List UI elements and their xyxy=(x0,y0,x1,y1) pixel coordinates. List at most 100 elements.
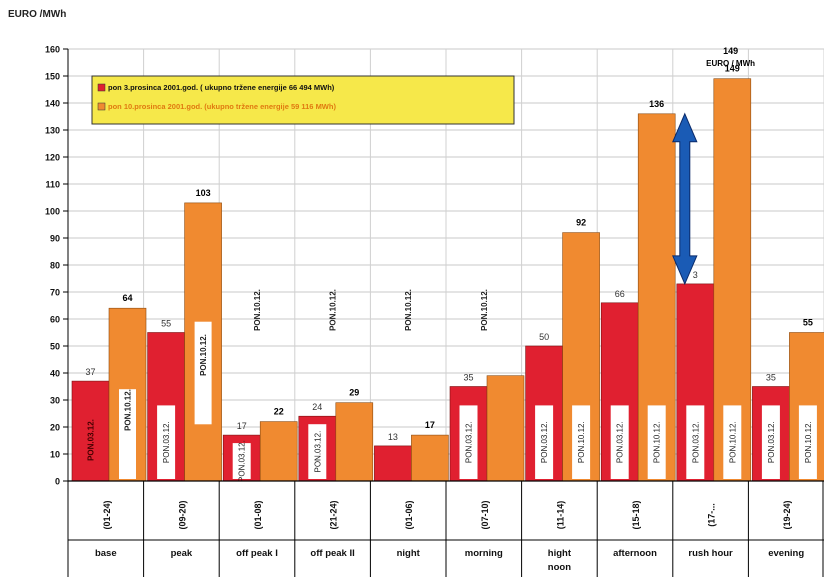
category-range-label: (01-24) xyxy=(102,500,112,529)
category-range-label: (09-20) xyxy=(177,500,187,529)
data-label-series2: 136 xyxy=(649,99,664,109)
category-range-label: (07-10) xyxy=(480,500,490,529)
bar-inner-label: PON.03.12. xyxy=(540,421,549,463)
category-range-label: (17-... xyxy=(707,503,717,527)
data-label-series2: 22 xyxy=(274,407,284,417)
annotation-unit: EURO / MWh xyxy=(706,59,755,68)
data-label-series2: 149 xyxy=(725,64,740,74)
y-tick-label: 140 xyxy=(45,99,60,109)
y-tick-label: 40 xyxy=(50,369,60,379)
bar-inner-label: PON.10.12. xyxy=(577,421,586,463)
data-label-series1: 55 xyxy=(161,319,171,329)
category-range-label: (21-24) xyxy=(329,500,339,529)
bar-series1 xyxy=(374,445,412,482)
arrow xyxy=(672,112,698,286)
bar-series2 xyxy=(411,434,449,482)
y-tick-label: 160 xyxy=(45,45,60,55)
bar-label-box xyxy=(308,424,327,479)
legend-entry: pon 3.prosinca 2001.god. ( ukupno tržene… xyxy=(108,83,335,92)
bar-inner-label: PON.10.12. xyxy=(653,421,662,463)
data-label-series1: 66 xyxy=(615,289,625,299)
y-tick-label: 90 xyxy=(50,234,60,244)
y-tick-label: 150 xyxy=(45,72,60,82)
bar-label-box xyxy=(535,405,554,479)
category-name-label: base xyxy=(95,548,117,559)
category-name-label: night xyxy=(397,548,421,559)
legend-swatch xyxy=(97,83,106,92)
legend-box xyxy=(91,75,515,125)
bar-label-box xyxy=(761,405,780,479)
data-label-series2: 17 xyxy=(425,420,435,430)
category-range-label: (01-08) xyxy=(253,500,263,529)
y-tick-label: 50 xyxy=(50,342,60,352)
bar-label-box xyxy=(647,405,666,479)
bar-label-box xyxy=(232,443,251,479)
bar-inner-label: PON.03.12. xyxy=(465,421,474,463)
data-label-series1: 35 xyxy=(463,373,473,383)
data-label-series2: 55 xyxy=(803,318,813,328)
data-label-series1: 13 xyxy=(388,432,398,442)
category-name-label: peak xyxy=(171,548,193,559)
category-range-label: (19-24) xyxy=(782,500,792,529)
legend-swatch xyxy=(97,102,106,111)
legend-entry: pon 10.prosinca 2001.god. (ukupno tržene… xyxy=(108,102,336,111)
bar-inner-label: PON.03.12. xyxy=(616,421,625,463)
y-tick-label: 70 xyxy=(50,288,60,298)
bar-label-box xyxy=(572,405,591,479)
legend: pon 3.prosinca 2001.god. ( ukupno tržene… xyxy=(91,75,515,125)
y-tick-label: 60 xyxy=(50,315,60,325)
bar-inner-label: PON.10.12. xyxy=(804,421,813,463)
bar-inner-label: PON.10.12. xyxy=(199,334,208,376)
category-name-label: off peak I xyxy=(236,548,278,559)
bar-inner-label: PON.03.12. xyxy=(87,419,96,461)
data-label-series1: 24 xyxy=(312,402,322,412)
y-tick-label: 130 xyxy=(45,126,60,136)
bar-inner-label: PON.10.12. xyxy=(728,421,737,463)
floating-label: PON.10.12. xyxy=(253,289,262,331)
bar-series2 xyxy=(259,421,298,482)
bar-inner-label: PON.03.12. xyxy=(767,421,776,463)
category-labels: (01-24) base (09-20) peak (01-08) off peak I (… xyxy=(67,481,824,577)
bar-inner-label: PON.03.12. xyxy=(238,440,247,482)
bar-label-box xyxy=(798,405,817,479)
category-name-label: rush hour xyxy=(688,548,733,559)
double-arrow xyxy=(672,112,698,286)
bar-series2 xyxy=(486,375,525,482)
bar-inner-label: PON.03.12. xyxy=(162,421,171,463)
bar-label-box xyxy=(194,321,212,425)
y-tick-label: 0 xyxy=(55,477,60,487)
y-tick-label: 30 xyxy=(50,396,60,406)
bar-label-box xyxy=(157,405,176,479)
bar-label-box xyxy=(610,405,629,479)
floating-label: PON.10.12. xyxy=(329,289,338,331)
category-name-label: morning xyxy=(465,548,503,559)
data-label-series2: 92 xyxy=(576,218,586,228)
bar-series1 xyxy=(71,380,110,482)
bar-label-box xyxy=(723,405,742,479)
data-label-series2: 29 xyxy=(349,388,359,398)
y-tick-label: 100 xyxy=(45,207,60,217)
bar-label-box xyxy=(686,405,705,479)
y-tick-label: 20 xyxy=(50,423,60,433)
bar-inner-label: PON.10.12. xyxy=(124,389,133,431)
y-axis-label: EURO /MWh xyxy=(8,9,67,20)
y-tick-label: 80 xyxy=(50,261,60,271)
bar-series2 xyxy=(335,402,374,482)
bar-inner-label: PON.03.12. xyxy=(313,431,322,473)
category-range-label: (15-18) xyxy=(631,500,641,529)
bar-inner-label: PON.03.12. xyxy=(691,421,700,463)
category-range-label: (11-14) xyxy=(555,501,565,530)
category-name-label: hight xyxy=(548,548,572,559)
data-label-series1: 50 xyxy=(539,332,549,342)
category-name-label: off peak II xyxy=(310,548,354,559)
floating-label: PON.10.12. xyxy=(480,289,489,331)
category-range-label: (01-06) xyxy=(404,500,414,529)
data-label-series1: 3 xyxy=(693,270,698,280)
data-label-series1: 37 xyxy=(85,367,95,377)
y-tick-label: 10 xyxy=(50,450,60,460)
bars: PON.03.12. PON.10.12. 37 64 PON.03.12. PON.10… xyxy=(71,46,824,482)
floating-label: PON.10.12. xyxy=(404,289,413,331)
category-name-label: noon xyxy=(548,562,571,573)
y-tick-label: 110 xyxy=(45,180,60,190)
